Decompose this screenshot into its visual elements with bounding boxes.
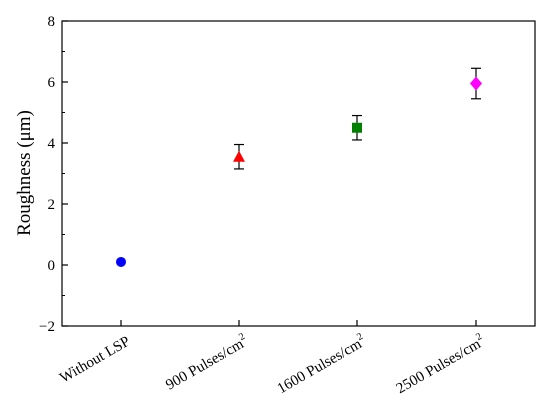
y-tick-label: 6: [48, 75, 56, 91]
data-point-square: [352, 122, 362, 133]
x-category-label: 2500 Pulses/cm2: [392, 331, 488, 397]
data-point-triangle: [233, 150, 245, 162]
y-tick-label: 4: [48, 136, 56, 152]
y-tick-label: 8: [48, 14, 56, 30]
x-category-label: Without LSP: [57, 334, 133, 387]
y-tick-label: −2: [39, 319, 55, 335]
y-tick-label: 0: [48, 258, 56, 274]
data-point-circle: [116, 256, 126, 267]
y-tick-label: 2: [48, 197, 56, 213]
plot-area-frame: [61, 20, 536, 327]
x-category-label: 900 Pulses/cm2: [162, 331, 251, 394]
y-axis-title: Roughness (μm): [14, 110, 35, 236]
x-category-label: 1600 Pulses/cm2: [273, 331, 369, 397]
data-point-diamond: [470, 76, 482, 91]
